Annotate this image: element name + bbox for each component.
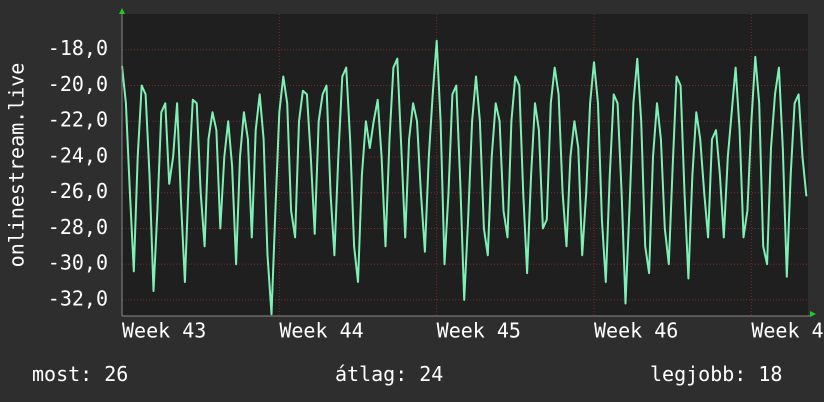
legend-label: legjobb: [650,362,746,386]
legend-value: 18 [758,362,782,386]
x-tick-label: Week 43 [122,319,206,343]
legend-value: 24 [419,362,443,386]
y-tick-label: -26,0 [48,179,108,203]
x-tick-label: Week 44 [279,319,363,343]
legend-item: most: 26 [32,362,128,386]
y-axis-title: onlinestream.live [5,63,29,268]
y-tick-label: -28,0 [48,215,108,239]
y-tick-label: -32,0 [48,286,108,310]
legend-item: legjobb: 18 [650,362,782,386]
y-tick-label: -24,0 [48,143,108,167]
y-tick-label: -18,0 [48,36,108,60]
y-tick-label: -30,0 [48,251,108,275]
x-arrow [810,311,816,317]
line-series [121,39,808,316]
y-arrow [119,8,125,14]
legend-label: most: [32,362,92,386]
legend-item: átlag: 24 [335,362,443,386]
legend-value: 26 [104,362,128,386]
y-tick-label: -20,0 [48,72,108,96]
plot [121,39,808,316]
x-tick-label: Week 47 [751,319,824,343]
x-tick-label: Week 45 [437,319,521,343]
y-tick-label: -22,0 [48,108,108,132]
x-tick-label: Week 46 [594,319,678,343]
legend-label: átlag: [335,362,407,386]
